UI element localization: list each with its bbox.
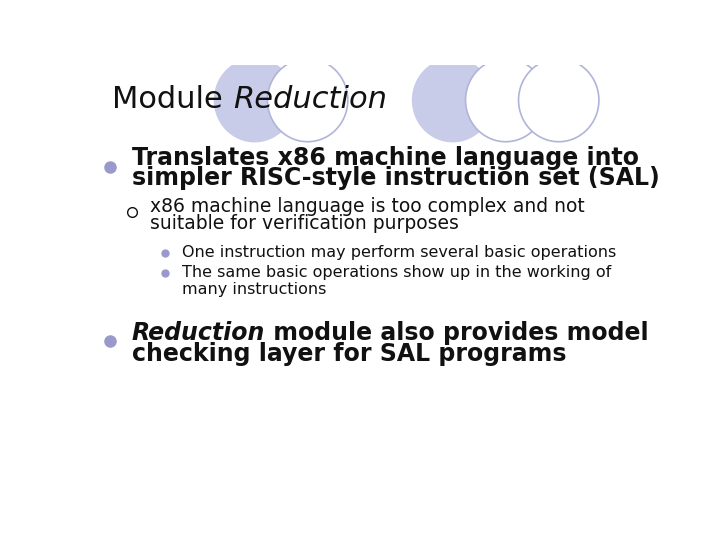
Ellipse shape <box>413 58 493 141</box>
Text: simpler RISC-style instruction set (SAL): simpler RISC-style instruction set (SAL) <box>132 166 660 190</box>
Ellipse shape <box>267 58 348 141</box>
Text: Translates x86 machine language into: Translates x86 machine language into <box>132 146 639 170</box>
Text: The same basic operations show up in the working of: The same basic operations show up in the… <box>182 265 611 280</box>
Text: Reduction: Reduction <box>132 321 265 345</box>
Ellipse shape <box>518 58 599 141</box>
Text: Reduction: Reduction <box>233 85 387 114</box>
Text: module also provides model: module also provides model <box>265 321 649 345</box>
Text: many instructions: many instructions <box>182 282 326 297</box>
Text: One instruction may perform several basic operations: One instruction may perform several basi… <box>182 245 616 260</box>
Text: Module: Module <box>112 85 233 114</box>
Text: checking layer for SAL programs: checking layer for SAL programs <box>132 342 567 366</box>
Ellipse shape <box>466 58 546 141</box>
Ellipse shape <box>215 58 294 141</box>
Text: x86 machine language is too complex and not: x86 machine language is too complex and … <box>150 197 585 215</box>
Text: suitable for verification purposes: suitable for verification purposes <box>150 214 459 233</box>
